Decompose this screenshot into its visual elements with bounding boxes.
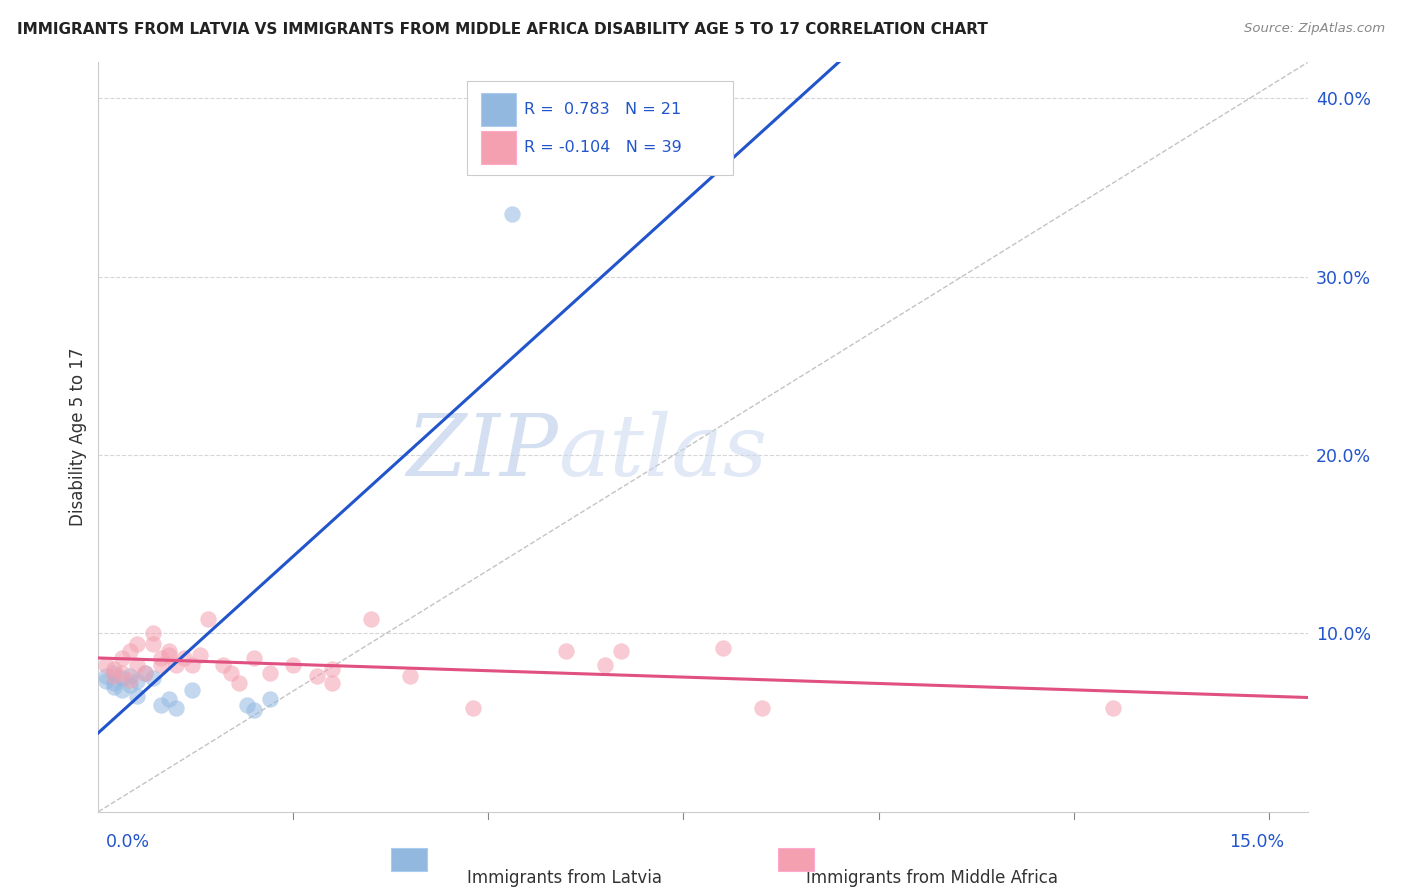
Point	[111, 671, 134, 685]
Point	[96, 674, 118, 689]
Point	[243, 703, 266, 717]
Point	[127, 674, 149, 689]
Text: R = -0.104   N = 39: R = -0.104 N = 39	[524, 140, 682, 154]
Point	[555, 644, 578, 658]
Point	[173, 651, 195, 665]
Text: 15.0%: 15.0%	[1229, 833, 1284, 851]
Point	[181, 683, 204, 698]
Point	[118, 678, 141, 692]
Point	[595, 658, 617, 673]
Text: Immigrants from Middle Africa: Immigrants from Middle Africa	[806, 869, 1057, 887]
Text: ZIP: ZIP	[406, 410, 558, 493]
Point	[142, 637, 165, 651]
Text: IMMIGRANTS FROM LATVIA VS IMMIGRANTS FROM MIDDLE AFRICA DISABILITY AGE 5 TO 17 C: IMMIGRANTS FROM LATVIA VS IMMIGRANTS FRO…	[17, 22, 988, 37]
Point	[360, 612, 382, 626]
Point	[259, 692, 281, 706]
Point	[111, 665, 134, 680]
Point	[501, 207, 523, 221]
Point	[751, 701, 773, 715]
Point	[321, 676, 343, 690]
FancyBboxPatch shape	[467, 81, 734, 175]
Point	[118, 644, 141, 658]
Text: atlas: atlas	[558, 410, 768, 493]
Point	[283, 658, 305, 673]
Point	[111, 651, 134, 665]
Point	[96, 658, 118, 673]
Point	[181, 658, 204, 673]
Point	[111, 683, 134, 698]
Point	[243, 651, 266, 665]
Point	[103, 676, 125, 690]
Point	[149, 651, 172, 665]
Point	[212, 658, 235, 673]
Point	[461, 701, 484, 715]
Point	[1101, 701, 1123, 715]
Point	[610, 644, 633, 658]
Point	[142, 626, 165, 640]
Point	[165, 701, 187, 715]
Point	[321, 662, 343, 676]
Point	[149, 698, 172, 712]
Point	[134, 665, 156, 680]
Point	[118, 673, 141, 687]
Point	[399, 669, 422, 683]
Point	[103, 665, 125, 680]
Point	[228, 676, 250, 690]
Y-axis label: Disability Age 5 to 17: Disability Age 5 to 17	[69, 348, 87, 526]
Point	[188, 648, 211, 662]
Text: Immigrants from Latvia: Immigrants from Latvia	[467, 869, 662, 887]
Point	[96, 669, 118, 683]
Point	[165, 658, 187, 673]
Point	[305, 669, 328, 683]
FancyBboxPatch shape	[481, 93, 516, 126]
Point	[157, 644, 180, 658]
Text: R =  0.783   N = 21: R = 0.783 N = 21	[524, 103, 682, 117]
Point	[197, 612, 219, 626]
Point	[157, 692, 180, 706]
Point	[127, 689, 149, 703]
Point	[219, 665, 242, 680]
Point	[103, 680, 125, 694]
Point	[142, 671, 165, 685]
Point	[235, 698, 257, 712]
Point	[711, 640, 734, 655]
FancyBboxPatch shape	[481, 130, 516, 163]
Point	[157, 648, 180, 662]
Point	[118, 669, 141, 683]
Point	[103, 662, 125, 676]
Point	[127, 658, 149, 673]
Point	[134, 665, 156, 680]
Point	[127, 637, 149, 651]
Point	[103, 669, 125, 683]
Text: 0.0%: 0.0%	[107, 833, 150, 851]
Point	[149, 658, 172, 673]
Text: Source: ZipAtlas.com: Source: ZipAtlas.com	[1244, 22, 1385, 36]
Point	[259, 665, 281, 680]
